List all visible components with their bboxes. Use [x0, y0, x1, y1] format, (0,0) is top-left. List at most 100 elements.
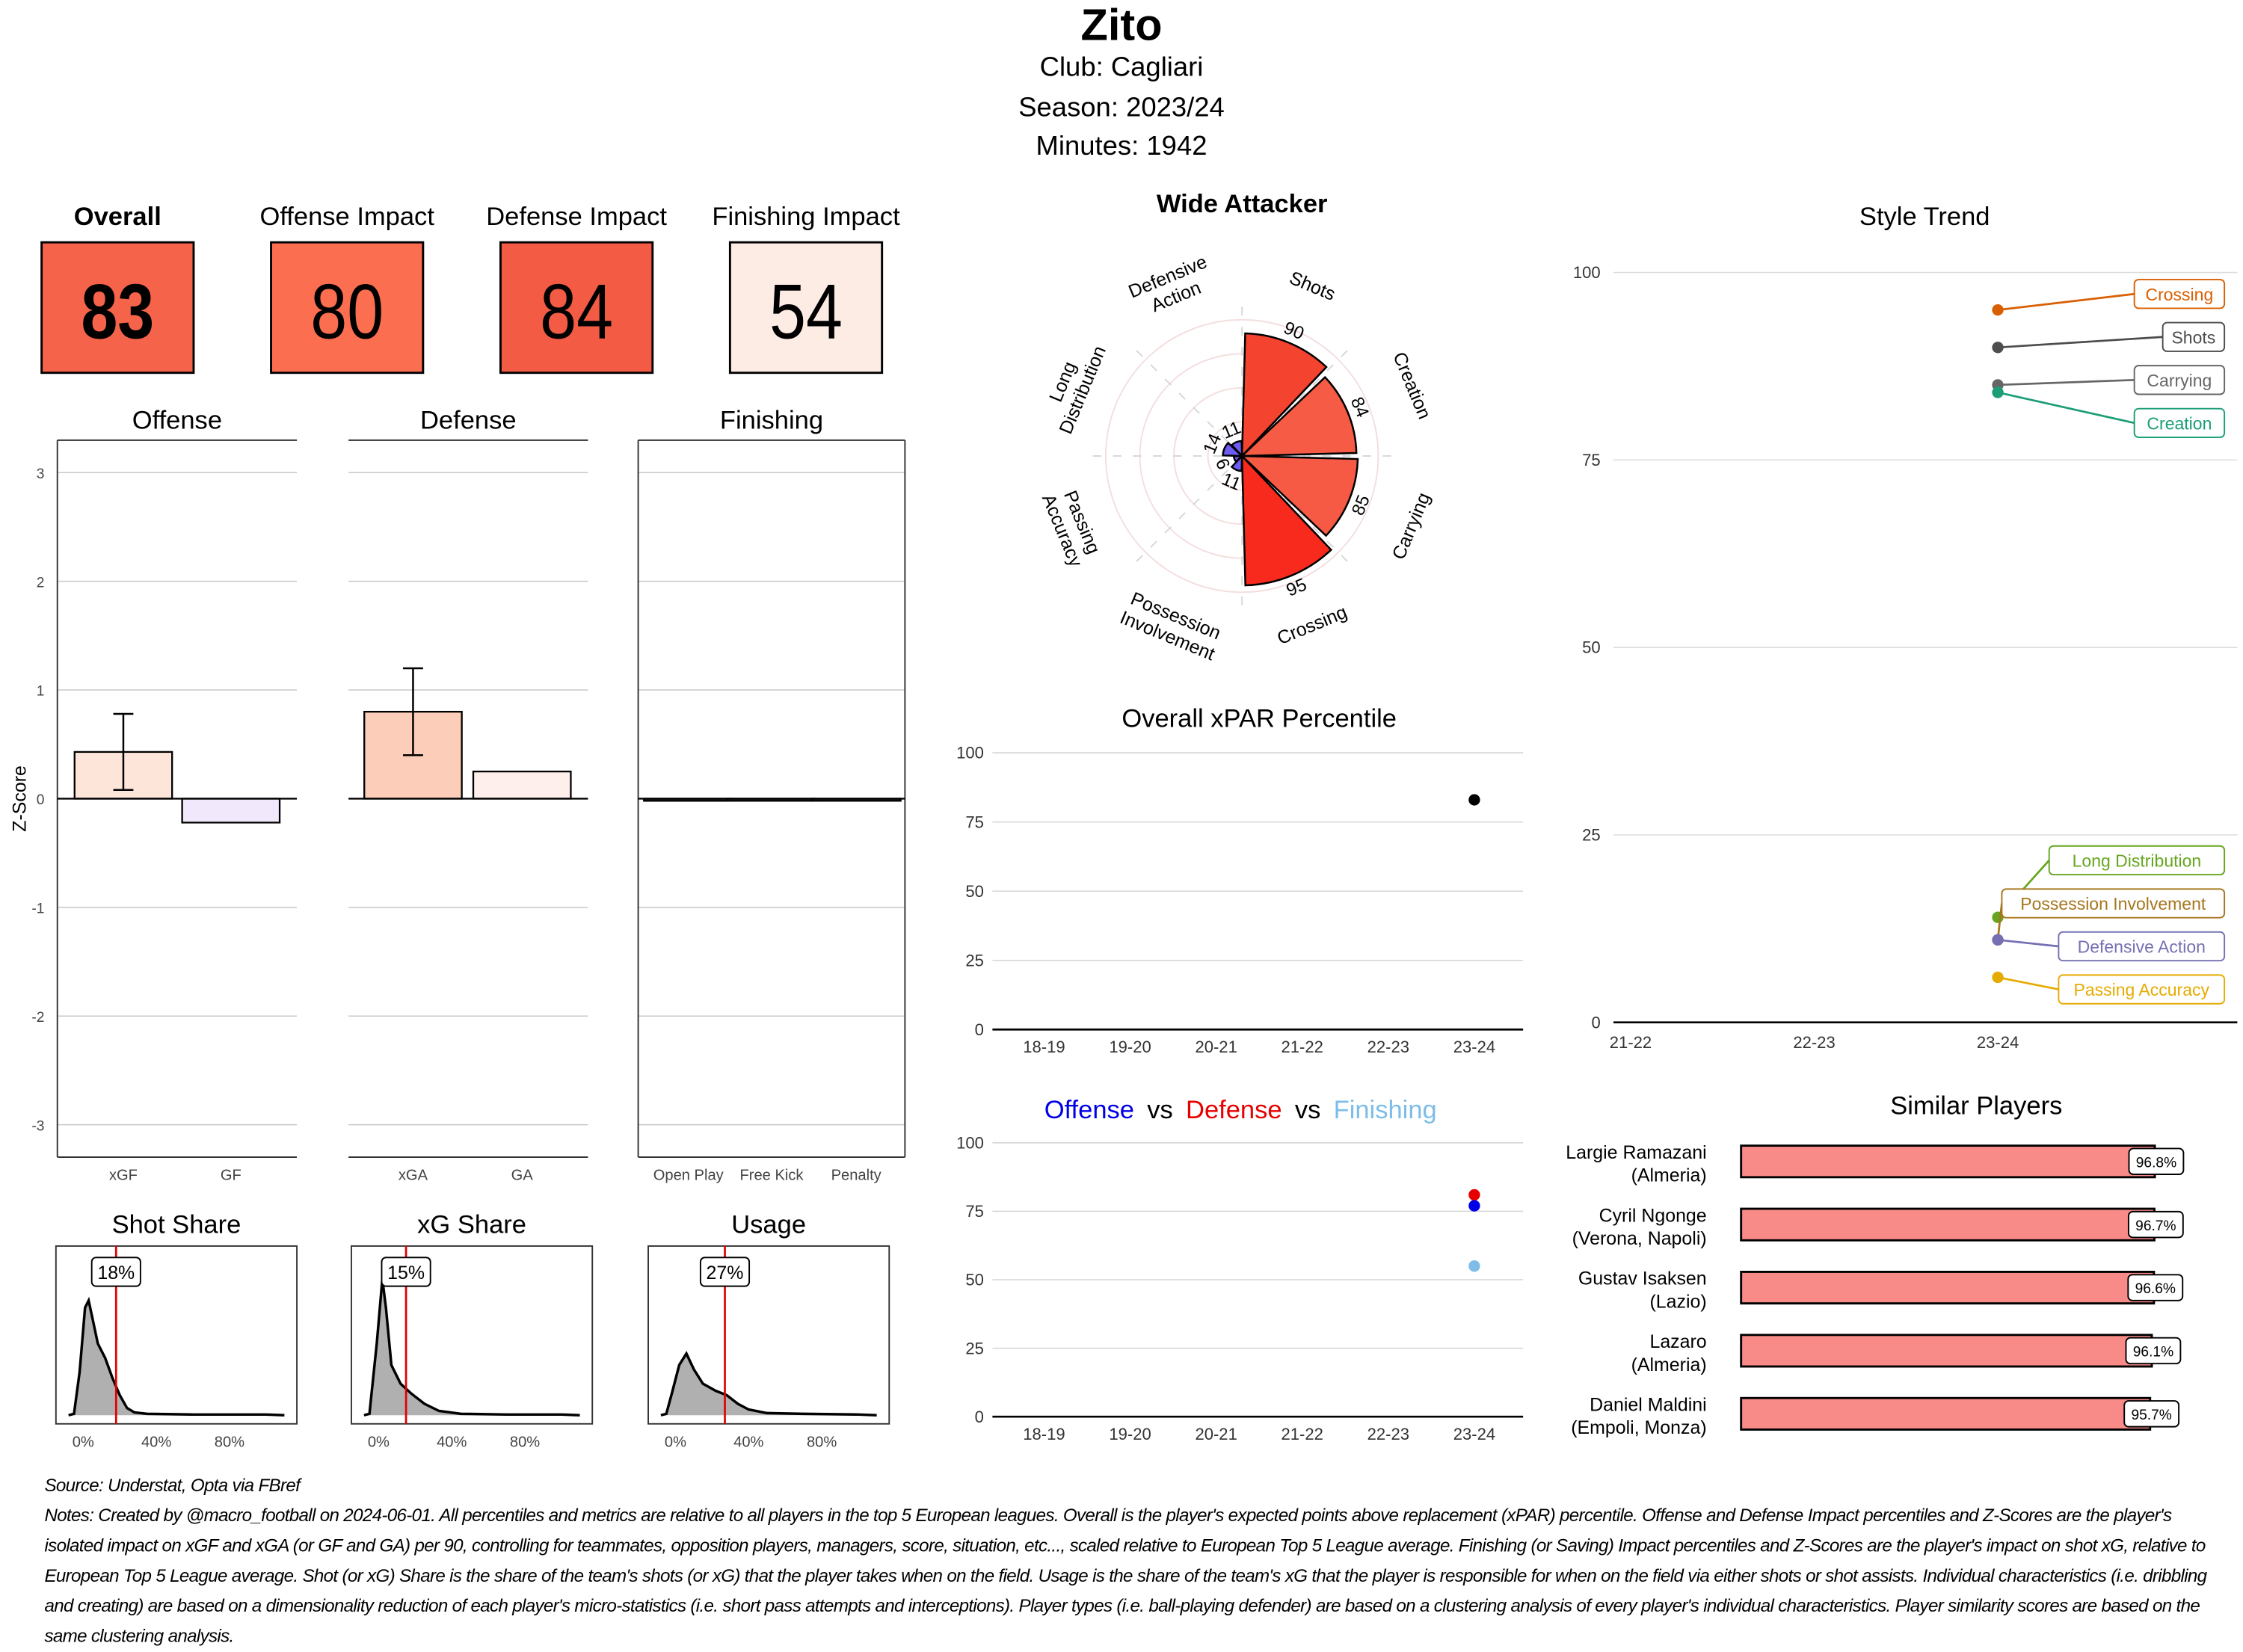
panel-title: Usage — [731, 1211, 806, 1239]
x-tick-label: GA — [511, 1168, 534, 1184]
y-tick-label: 75 — [965, 813, 984, 831]
label-leader-shots — [1997, 336, 2163, 349]
label-line: Creation — [1388, 349, 1435, 422]
y-tick-label: 50 — [965, 882, 984, 901]
x-tick-label: GF — [221, 1168, 241, 1184]
y-tick-label: 50 — [1582, 638, 1601, 657]
similar-player-row: 96.6% Gustav Isaksen(Lazio) — [1578, 1269, 2184, 1312]
impact-label: Offense Impact — [259, 203, 434, 231]
density-panel-xg-share: xG Share 15% 0% 40% 80% — [350, 1211, 594, 1450]
data-point-creation — [1992, 386, 2004, 398]
label-line: Carrying — [1388, 490, 1435, 563]
similarity-bar — [1740, 1144, 2156, 1179]
x-tick-label: 40% — [733, 1434, 763, 1450]
y-tick-label: 3 — [37, 466, 45, 482]
label-leader-creation — [1997, 391, 2135, 425]
impact-card-defense-impact: Defense Impact 84 — [486, 203, 667, 375]
x-tick-label: 0% — [73, 1434, 94, 1450]
similarity-label: 95.7% — [2131, 1408, 2171, 1423]
polar-bar-creation — [1239, 375, 1358, 457]
series-label: Carrying — [2147, 371, 2212, 390]
panel-title: xG Share — [417, 1211, 526, 1239]
chart-title: Style Trend — [1859, 203, 1990, 231]
similarity-label-box — [2125, 1337, 2182, 1365]
player-name: Zito — [1080, 0, 1163, 51]
label-leader-carrying — [1998, 378, 2135, 386]
x-tick-label: 22-23 — [1793, 1033, 1835, 1052]
series-label-box — [2001, 888, 2226, 919]
y-tick-label: 0 — [975, 1408, 984, 1426]
series-label: Possession Involvement — [2020, 894, 2206, 913]
player-club: (Verona, Napoli) — [1572, 1228, 1707, 1249]
marker-label: 18% — [97, 1263, 135, 1283]
polar-bar-possession-involvement — [1230, 453, 1243, 472]
similar-player-row: 95.7% Daniel Maldini(Empoli, Monza) — [1571, 1395, 2180, 1438]
series-label-box — [2133, 279, 2226, 309]
impact-card-finishing-impact: Finishing Impact 54 — [712, 203, 900, 375]
notes-text: Notes: Created by @macro_football on 202… — [44, 1505, 2207, 1647]
polar-bar-crossing — [1240, 453, 1333, 587]
similarity-label: 96.6% — [2135, 1281, 2176, 1297]
polar-category-label: PassingAccuracy — [1038, 483, 1107, 570]
player-club: (Almeria) — [1631, 1354, 1707, 1375]
impact-label: Overall — [74, 203, 161, 231]
y-tick-label: 1 — [37, 684, 45, 700]
data-point-crossing — [1992, 303, 2004, 316]
y-tick-label: -3 — [31, 1118, 44, 1134]
player-name: Daniel Maldini — [1590, 1395, 1707, 1416]
title-part-vs: vs — [1295, 1096, 1321, 1124]
data-point — [1468, 794, 1480, 806]
data-point-passing-accuracy — [1992, 971, 2004, 984]
x-tick-label: 21-22 — [1610, 1033, 1652, 1052]
panel-title: Defense — [420, 407, 517, 435]
density-panel-usage: Usage 27% 0% 40% 80% — [647, 1211, 890, 1450]
label-line: Crossing — [1274, 602, 1350, 650]
zscore-panel-defense: Defense xGA GA — [348, 407, 588, 1184]
label-leader-crossing — [1997, 292, 2135, 311]
x-tick-label: 40% — [141, 1434, 171, 1450]
similar-player-row: 96.1% Lazaro(Almeria) — [1631, 1331, 2182, 1375]
series-label: Creation — [2147, 414, 2212, 434]
series-label: Crossing — [2146, 285, 2214, 304]
x-tick-label: xGF — [109, 1168, 138, 1184]
season-label: Season: 2023/24 — [1018, 93, 1225, 123]
x-tick-label: 19-20 — [1109, 1038, 1151, 1056]
x-tick-label: 23-24 — [1453, 1038, 1495, 1056]
title-part-defense: Defense — [1186, 1096, 1282, 1124]
title-part-finishing: Finishing — [1334, 1096, 1437, 1124]
y-tick-label: 75 — [965, 1202, 984, 1221]
y-tick-label: 0 — [975, 1020, 984, 1039]
y-axis-label: Z-Score — [10, 765, 31, 832]
similarity-bar — [1740, 1207, 2156, 1242]
x-tick-label: 80% — [510, 1434, 540, 1450]
impact-value: 83 — [81, 269, 154, 355]
similar-player-row: 96.7% Cyril Ngonge(Verona, Napoli) — [1572, 1205, 2184, 1249]
x-tick-label: Open Play — [653, 1168, 724, 1184]
similarity-bar — [1740, 1396, 2152, 1431]
bar-ga — [472, 770, 572, 800]
impact-box — [40, 241, 195, 375]
similarity-bar — [1740, 1271, 2156, 1305]
y-tick-label: 75 — [1582, 451, 1601, 469]
similarity-label-box — [2128, 1147, 2185, 1175]
source-text: Source: Understat, Opta via FBref — [44, 1475, 301, 1496]
footer: Source: Understat, Opta via FBref Notes:… — [44, 1471, 2227, 1652]
chart-title: Overall xPAR Percentile — [1122, 705, 1397, 733]
polar-category-label: PossessionInvolvement — [1117, 587, 1226, 665]
marker-label-box — [699, 1257, 751, 1287]
impact-value: 84 — [540, 269, 613, 355]
impact-label: Defense Impact — [486, 203, 667, 231]
x-tick-label: 0% — [665, 1434, 686, 1450]
similarity-label-box — [2127, 1274, 2184, 1301]
zscore-panel-finishing: Finishing Open Play Free Kick Penalty — [637, 407, 906, 1184]
y-tick-label: 100 — [956, 1133, 984, 1152]
player-name: Lazaro — [1649, 1331, 1706, 1352]
data-point-shots — [1992, 342, 2004, 354]
x-tick-label: 22-23 — [1367, 1425, 1409, 1443]
marker-label: 15% — [387, 1263, 425, 1283]
series-label: Long Distribution — [2073, 851, 2202, 871]
data-point-defense — [1468, 1189, 1480, 1201]
